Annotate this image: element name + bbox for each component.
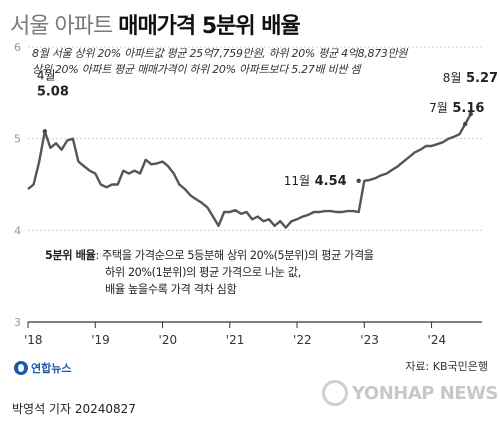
annotation-dot <box>462 121 468 127</box>
annotation-label: 7월 5.16 <box>429 101 484 116</box>
watermark-icon <box>322 380 348 406</box>
definition-term: 5분위 배율 <box>45 249 96 262</box>
y-tick-label: 3 <box>14 316 21 329</box>
x-tick-label: '21 <box>226 333 245 347</box>
annotation-label: 11월 4.54 <box>284 174 347 189</box>
y-tick-label: 6 <box>14 41 21 54</box>
chart-title-bold: 매매가격 5분위 배율 <box>118 14 301 39</box>
annotation-dot <box>356 178 361 184</box>
chart-title-light: 서울 아파트 <box>10 14 113 39</box>
reporter-credit: 박영석 기자 20240827 <box>12 402 136 416</box>
x-tick-label: '24 <box>428 333 447 347</box>
x-tick-label: '22 <box>293 333 312 347</box>
watermark-text: YONHAP NEWS <box>352 382 498 404</box>
source-text: 자료: KB국민은행 <box>405 360 488 373</box>
definition-note: 5분위 배율: 주택을 가격순으로 5등분해 상위 20%(5분위)의 평균 가… <box>45 247 374 298</box>
definition-line-1: : 주택을 가격순으로 5등분해 상위 20%(5분위)의 평균 가격을 <box>95 249 374 262</box>
annotation-label: 8월 5.27 <box>443 71 498 86</box>
annotation-dot <box>468 111 473 117</box>
definition-line-3: 배율 높을수록 가격 격차 심함 <box>105 283 237 296</box>
x-tick-label: '18 <box>24 333 43 347</box>
subtitle-line-2: 상위 20% 아파트 평균 매매가격이 하위 20% 아파트보다 5.27배 비… <box>32 63 361 76</box>
annotation-dot <box>42 129 48 134</box>
watermark: YONHAP NEWS <box>322 380 498 406</box>
chart-title: 서울 아파트 매매가격 5분위 배율 <box>10 8 301 40</box>
y-tick-label: 5 <box>14 133 21 146</box>
yonhap-logo-icon <box>14 361 28 375</box>
subtitle-line-1: 8월 서울 상위 20% 아파트값 평균 25억7,759만원, 하위 20% … <box>32 47 408 60</box>
x-tick-label: '19 <box>91 333 110 347</box>
yonhap-logo-text: 연합뉴스 <box>31 362 72 375</box>
series-line <box>27 113 472 229</box>
annotation-value: 5.08 <box>37 84 69 99</box>
x-tick-label: '20 <box>159 333 178 347</box>
chart-subtitle: 8월 서울 상위 20% 아파트값 평균 25억7,759만원, 하위 20% … <box>32 46 408 78</box>
x-tick-label: '23 <box>360 333 379 347</box>
yonhap-logo: 연합뉴스 <box>14 360 71 376</box>
definition-line-2: 하위 20%(1분위)의 평균 가격으로 나눈 값, <box>105 266 301 279</box>
y-tick-label: 4 <box>14 224 21 237</box>
annotation-month: 4월 <box>37 68 56 82</box>
